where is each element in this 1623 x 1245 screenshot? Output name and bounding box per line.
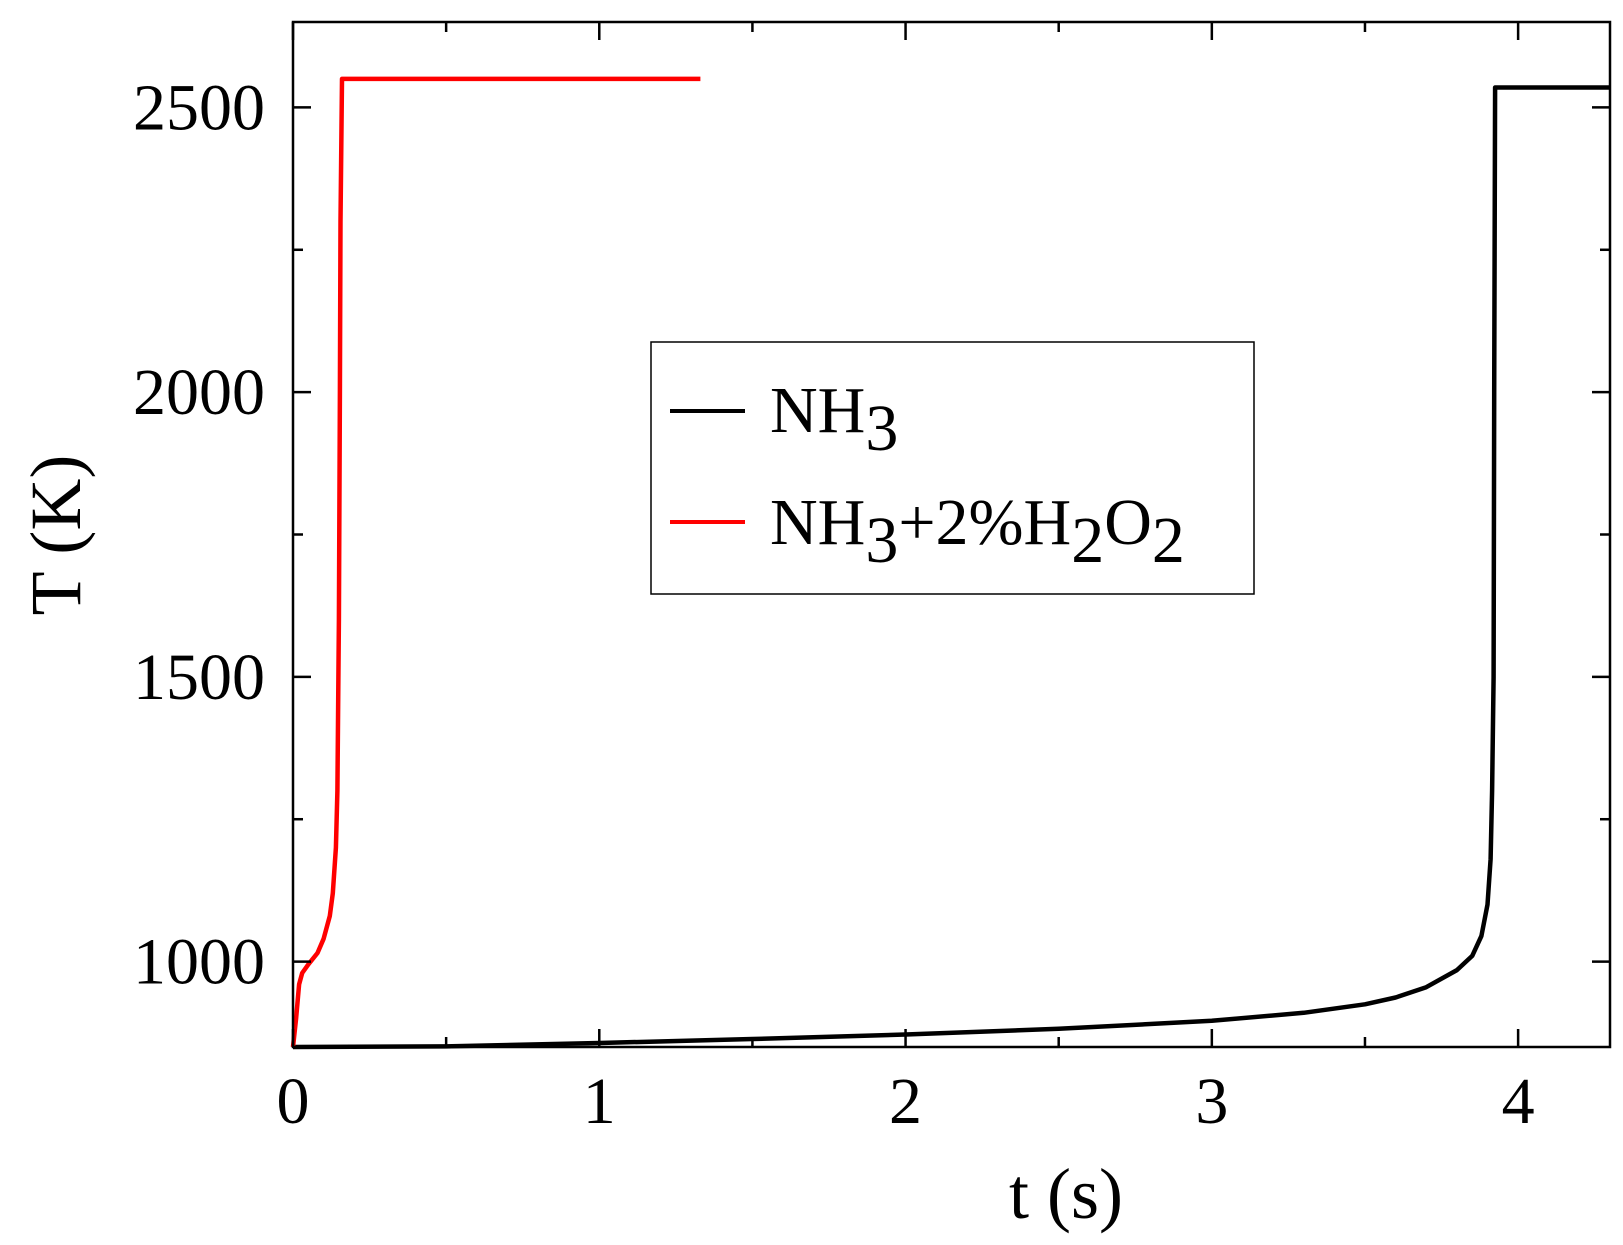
series-line-1 xyxy=(290,76,701,1048)
x-tick-label: 1 xyxy=(583,1065,616,1138)
y-tick-label: 1000 xyxy=(133,926,265,999)
legend-box xyxy=(650,341,1255,595)
legend-h2o2-part-5: 2 xyxy=(1152,504,1185,577)
series-line-0 xyxy=(292,85,1610,1050)
x-tick-label: 4 xyxy=(1502,1065,1535,1138)
x-tick-label: 2 xyxy=(889,1065,922,1138)
legend-label-nh3: NH3 xyxy=(770,374,898,465)
legend-nh3-sub: 3 xyxy=(865,392,898,465)
y-axis-label: T (K) xyxy=(16,455,96,616)
legend: NH3 NH3+2%H2O2 xyxy=(650,341,1255,595)
series-layer xyxy=(290,76,1610,1050)
y-tick-label: 2500 xyxy=(133,71,265,144)
legend-h2o2-part-3: 2 xyxy=(1071,504,1104,577)
legend-h2o2-part-1: 3 xyxy=(865,504,898,577)
legend-nh3-base: NH xyxy=(770,374,865,447)
legend-h2o2-part-0: NH xyxy=(770,486,865,559)
x-axis-label: t (s) xyxy=(1009,1154,1123,1234)
tick-labels-layer: 0 1 2 3 4 1000 1500 2000 2500 xyxy=(133,71,1535,1138)
legend-h2o2-part-4: O xyxy=(1104,486,1152,559)
legend-h2o2-part-2: +2%H xyxy=(898,486,1071,559)
legend-label-nh3-h2o2: NH3+2%H2O2 xyxy=(770,486,1185,577)
ticks-layer xyxy=(291,22,1610,1047)
x-tick-label: 0 xyxy=(277,1065,310,1138)
y-tick-label: 2000 xyxy=(133,356,265,429)
x-tick-label: 3 xyxy=(1195,1065,1228,1138)
y-tick-label: 1500 xyxy=(133,641,265,714)
